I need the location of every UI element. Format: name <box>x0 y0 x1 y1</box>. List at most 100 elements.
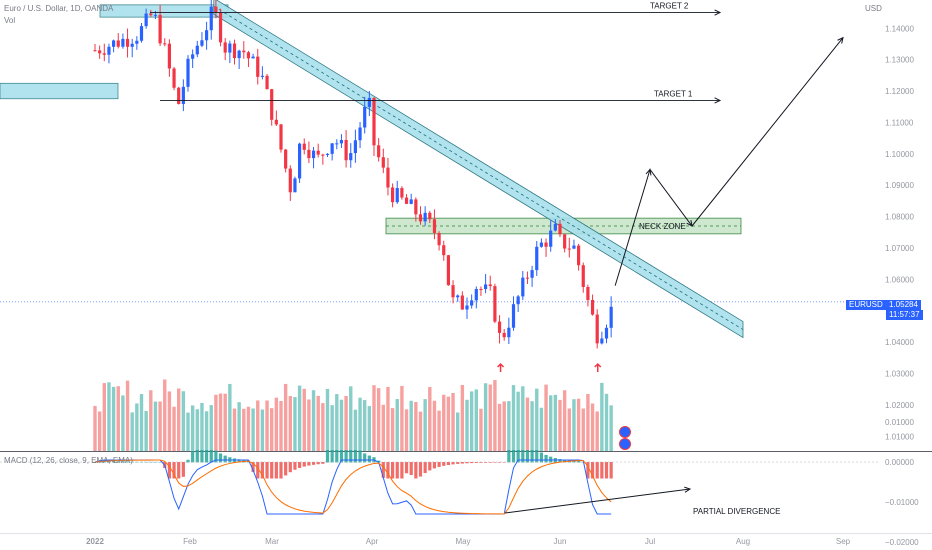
macd-histogram-bar <box>302 462 306 467</box>
user-avatar-icon[interactable] <box>619 438 631 450</box>
candle-body <box>102 53 106 55</box>
arrow-head <box>837 36 844 44</box>
candle-body <box>153 14 158 16</box>
candle-body <box>223 42 227 53</box>
volume-bar <box>311 390 316 451</box>
volume-bar <box>535 388 539 451</box>
volume-bar <box>246 406 251 451</box>
volume-bar <box>400 385 404 451</box>
volume-bar <box>167 391 172 451</box>
macd-histogram-bar <box>428 462 432 471</box>
y-tick-label: 1.04000 <box>885 338 914 347</box>
volume-bar <box>446 396 451 451</box>
macd-pane: PARTIAL DIVERGENCE <box>0 450 878 516</box>
candle-body <box>344 139 348 161</box>
candle-body <box>163 43 167 45</box>
candle-body <box>311 150 316 159</box>
user-avatar-icon[interactable] <box>619 426 631 438</box>
candle-body <box>191 54 195 59</box>
reversal-arrow <box>594 362 602 372</box>
volume-bar <box>209 405 213 451</box>
volume-bar <box>562 390 567 451</box>
candle-body <box>456 295 460 298</box>
candle-body <box>572 245 576 249</box>
macd-histogram-bar <box>274 462 278 479</box>
volume-bar <box>553 394 558 451</box>
volume-bar <box>595 411 599 451</box>
volume-bar <box>251 408 255 451</box>
macd-y-tick: 0.00000 <box>885 458 914 467</box>
macd-histogram-bar <box>116 461 120 463</box>
volume-bar <box>558 399 562 451</box>
countdown-tag: 11:57:37 <box>886 310 923 320</box>
volume-bar <box>283 383 288 451</box>
macd-histogram-bar <box>325 450 330 463</box>
macd-histogram-bar <box>377 460 381 463</box>
candle-body <box>135 40 139 44</box>
macd-histogram-bar <box>521 450 525 463</box>
symbol-title[interactable]: Euro / U.S. Dollar, 1D, OANDA <box>4 4 114 13</box>
candle-body <box>107 46 111 55</box>
volume-bar <box>479 408 483 451</box>
macd-histogram-bar <box>144 461 148 463</box>
candle-body <box>563 234 567 249</box>
annotations-front[interactable]: NECK ZONE TARGET 2 TARGET 1 <box>150 2 844 372</box>
macd-histogram-bar <box>191 451 195 463</box>
candle-body <box>158 14 162 44</box>
macd-histogram-bar <box>353 450 357 463</box>
volume-bar <box>432 400 437 451</box>
macd-label[interactable]: MACD (12, 26, close, 9, EMA, EMA) <box>4 456 133 465</box>
macd-histogram-bar <box>586 462 590 479</box>
macd-histogram-bar <box>205 450 209 463</box>
macd-histogram-bar <box>511 450 516 463</box>
candle-body <box>600 338 604 344</box>
volume-bar <box>576 398 581 451</box>
macd-histogram-bar <box>516 450 520 463</box>
candle-body <box>497 321 502 333</box>
volume-bars <box>93 379 613 451</box>
candle-body <box>586 286 590 300</box>
macd-histogram-bar <box>344 450 348 463</box>
macd-histogram-bar <box>149 461 153 463</box>
y-tick-label: 1.08000 <box>885 213 914 222</box>
symbol-price-tag: EURUSD <box>846 300 886 310</box>
candle-body <box>474 289 478 301</box>
candle-body <box>590 299 595 315</box>
candle-body <box>391 187 395 203</box>
macd-y-tick: −0.02000 <box>885 538 919 547</box>
volume-bar <box>469 391 474 451</box>
macd-histogram-bar <box>237 459 241 463</box>
macd-histogram-bar <box>381 462 385 478</box>
macd-histogram-bar <box>609 462 613 479</box>
macd-histogram-bar <box>307 462 311 466</box>
volume-bar <box>307 399 311 451</box>
macd-histogram-bar <box>349 450 353 463</box>
volume-bar <box>381 404 385 451</box>
chart-tools-icons[interactable] <box>617 424 639 450</box>
macd-histogram-bar <box>493 462 497 463</box>
candle-body <box>256 56 260 77</box>
candle-body <box>260 75 264 77</box>
volume-bar <box>493 380 497 451</box>
candle-body <box>484 284 488 290</box>
candle-body <box>479 289 483 291</box>
macd-histogram-bar <box>400 462 404 479</box>
macd-histogram-bar <box>279 462 283 479</box>
macd-histogram-bar <box>121 461 125 463</box>
volume-bar <box>190 405 195 451</box>
macd-histogram-bar <box>270 462 274 479</box>
candle-body <box>353 140 357 154</box>
volume-bar <box>456 412 460 451</box>
volume-bar <box>386 386 390 451</box>
macd-histogram-bar <box>432 462 437 469</box>
macd-histogram-bar <box>451 462 455 465</box>
volume-bar <box>339 399 344 451</box>
x-tick-label: Aug <box>736 537 750 546</box>
volume-bar <box>223 393 227 451</box>
candle-body <box>321 154 325 156</box>
candle-body <box>581 265 585 287</box>
candle-body <box>530 270 534 278</box>
volume-bar <box>218 393 223 451</box>
volume-bar <box>549 395 553 451</box>
